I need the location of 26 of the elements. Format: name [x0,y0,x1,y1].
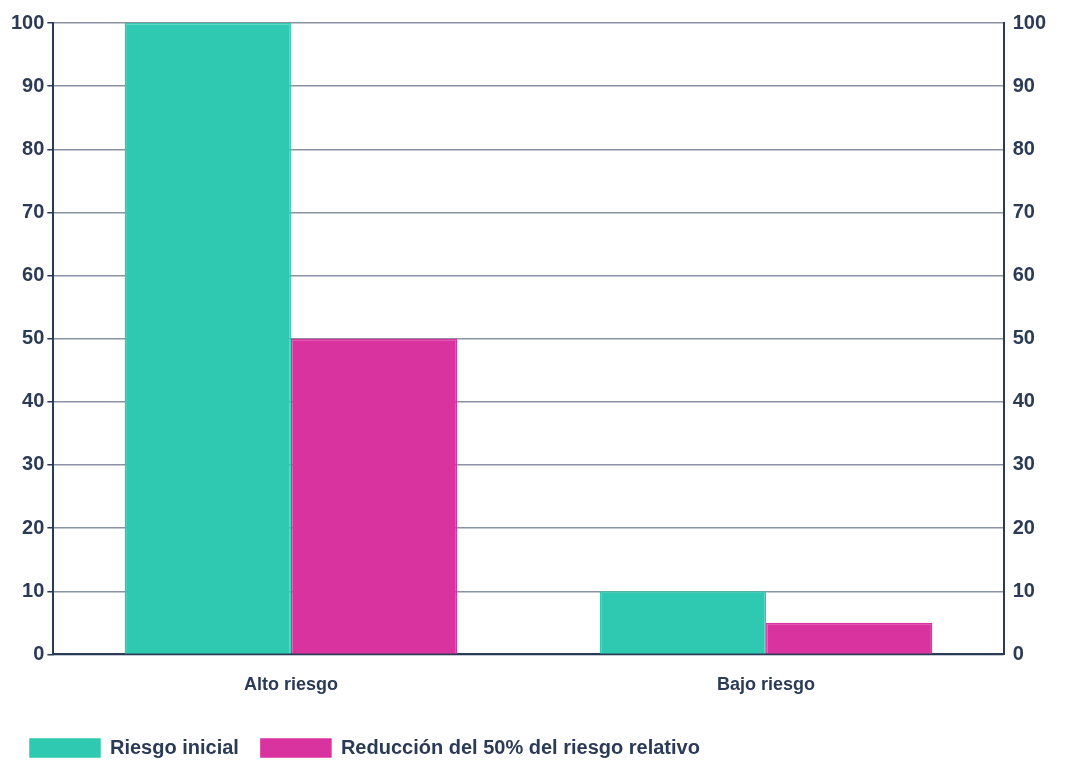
y2-tick-label: 20 [1012,515,1035,538]
y-tick-label: 50 [22,326,45,349]
y2-tick-label: 10 [1012,578,1035,601]
y-tick-label: 20 [22,515,45,538]
legend-label: Riesgo inicial [110,735,239,758]
y2-tick-label: 100 [1012,10,1047,33]
y2-tick-label: 60 [1012,263,1035,286]
y-tick-label: 60 [22,263,45,286]
y2-tick-label: 30 [1012,452,1035,475]
y2-tick-label: 90 [1012,73,1035,96]
x-tick-label: Alto riesgo [243,674,338,695]
y-tick-label: 80 [22,136,45,159]
y-tick-label: 70 [22,199,45,222]
y-tick-label: 90 [22,73,45,96]
y-tick-label: 30 [22,452,45,475]
y2-tick-label: 50 [1012,326,1035,349]
y2-tick-label: 0 [1012,641,1024,664]
y-tick-label: 40 [22,389,45,412]
y-tick-label: 0 [33,641,45,664]
y-tick-label: 100 [10,10,45,33]
x-tick-label: Bajo riesgo [717,674,816,695]
y2-tick-label: 40 [1012,389,1035,412]
legend-label: Reducción del 50% del riesgo relativo [340,735,700,758]
y2-tick-label: 70 [1012,199,1035,222]
y-tick-label: 10 [22,578,45,601]
y2-tick-label: 80 [1012,136,1035,159]
